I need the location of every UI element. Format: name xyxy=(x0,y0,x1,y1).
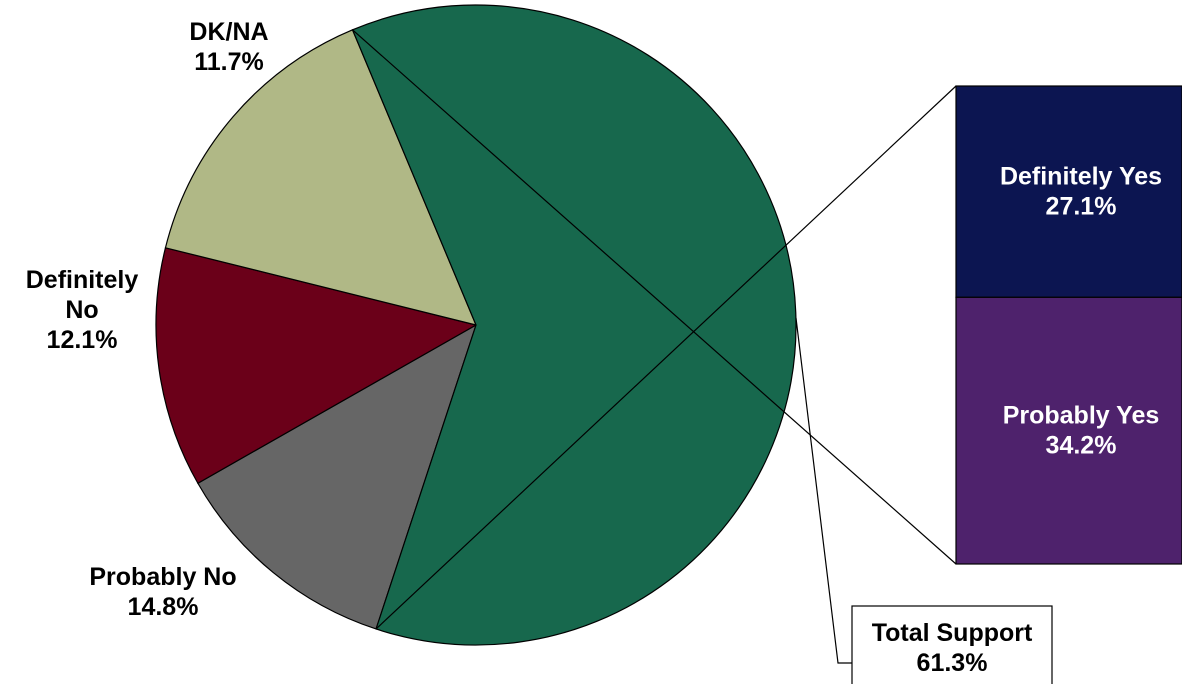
stacked-bar xyxy=(955,85,1182,565)
data-labels: DK/NA 11.7% Definitely No 12.1% Probably No 14… xyxy=(26,18,1162,684)
pie-slice-definitely-no xyxy=(155,247,478,485)
pie-slices xyxy=(155,4,797,646)
slice-label-definitely-no-line: 12.1% xyxy=(47,326,118,354)
slice-label-dk-na-line: 11.7% xyxy=(194,48,264,76)
slice-label-definitely-no-line: Definitely xyxy=(26,266,139,294)
bar-label-probably-yes-line: Probably Yes xyxy=(1003,402,1160,430)
total-support-label-line: 61.3% xyxy=(917,649,988,677)
pie-slice-total-support xyxy=(351,4,797,646)
connector-line-bottom xyxy=(352,29,957,565)
total-support-box xyxy=(851,605,1053,684)
connector-line-top xyxy=(375,85,957,630)
connector-lines xyxy=(352,29,957,664)
total-support-label-line: Total Support xyxy=(872,619,1033,647)
total-support-label: Total Support 61.3% xyxy=(872,619,1033,677)
total-support-leader-line xyxy=(795,317,852,664)
bar-label-definitely-yes-line: Definitely Yes xyxy=(1000,163,1162,191)
pie-slice-probably-no xyxy=(164,29,478,326)
slice-label-definitely-no: Definitely No 12.1% xyxy=(26,266,139,354)
bar-segment-definitely-yes xyxy=(955,85,1182,298)
bar-label-probably-yes-line: 34.2% xyxy=(1046,432,1117,460)
bar-segment-probably-yes xyxy=(955,296,1182,565)
slice-label-definitely-no-line: No xyxy=(65,296,98,324)
slice-label-probably-no-line: Probably No xyxy=(89,563,236,591)
pie-slice-dk-na xyxy=(197,323,478,630)
bar-label-definitely-yes: Definitely Yes 27.1% xyxy=(1000,163,1162,221)
slice-label-probably-no: Probably No 14.8% xyxy=(89,563,236,621)
slice-label-dk-na: DK/NA 11.7% xyxy=(189,18,268,76)
slice-label-probably-no-line: 14.8% xyxy=(128,593,199,621)
slice-label-dk-na-line: DK/NA xyxy=(189,18,268,46)
bar-label-probably-yes: Probably Yes 34.2% xyxy=(1003,402,1160,460)
bar-label-definitely-yes-line: 27.1% xyxy=(1046,193,1117,221)
